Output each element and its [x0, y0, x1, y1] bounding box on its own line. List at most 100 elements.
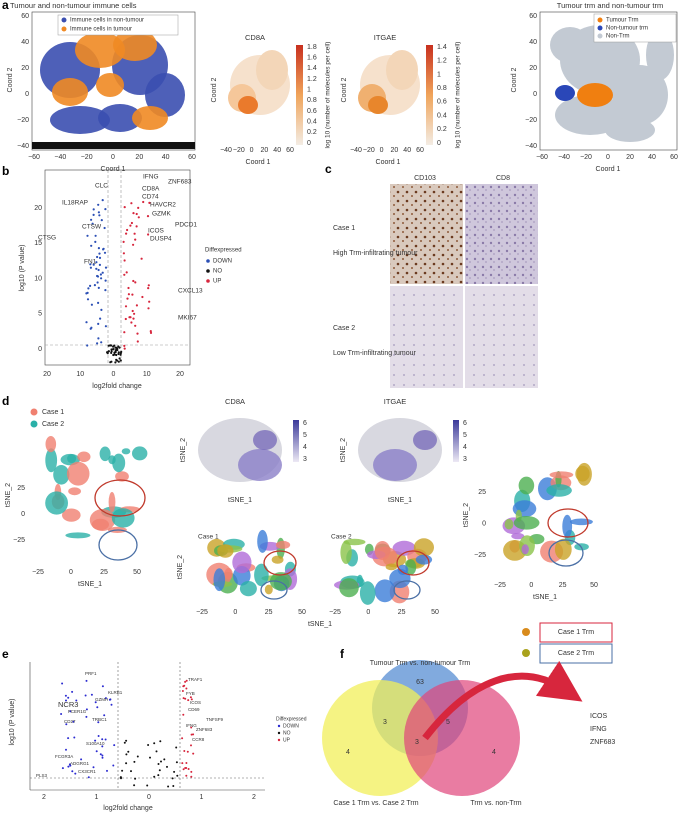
x-tick-label: 2 — [252, 794, 256, 801]
gene-dot — [173, 770, 176, 773]
gene-dot — [137, 216, 140, 219]
set-label: Trm vs. non-Trm — [470, 800, 521, 807]
legend-label: Non-Trm — [606, 34, 629, 40]
gene-dot — [73, 736, 76, 739]
axis-band — [32, 142, 195, 149]
gene-dot — [123, 347, 126, 350]
gene-dot — [126, 228, 129, 232]
legend-marker — [206, 279, 210, 283]
x-tick-label: 20 — [135, 154, 143, 161]
gene-dot — [84, 694, 87, 697]
cell-cluster — [569, 518, 593, 526]
x-tick-label: −60 — [536, 154, 548, 161]
highlight-ring — [260, 580, 288, 600]
cell-cluster — [264, 584, 273, 595]
gene-dot — [157, 763, 160, 765]
legend-title: Diffexpressed — [205, 248, 242, 254]
gene-dot — [92, 213, 95, 216]
x-tick-label: 0 — [250, 147, 254, 154]
gene-dot — [85, 715, 88, 718]
gene-dot — [61, 767, 64, 770]
gene-dot — [137, 206, 140, 209]
cell-cluster — [518, 476, 535, 495]
gene-dot — [85, 321, 88, 324]
x-axis-label: log2fold change — [103, 805, 153, 812]
colorbar-tick-label: 1.2 — [437, 58, 447, 65]
plot-frame — [539, 11, 678, 151]
gene-dot — [155, 750, 158, 753]
panel-label: e — [2, 647, 9, 661]
gene-dot — [110, 360, 113, 363]
gene-dot — [97, 247, 100, 250]
gene-dot — [101, 199, 104, 202]
gene-dot — [181, 762, 184, 765]
plot-title: Tumour and non-tumour immune cells — [10, 1, 137, 10]
gene-dot — [95, 261, 98, 264]
cell-cluster — [99, 446, 111, 462]
plot-frame — [44, 169, 191, 366]
x-tick-label: 40 — [162, 154, 170, 161]
legend-label: Case 2 Trm — [558, 650, 594, 657]
cell-cluster — [339, 578, 359, 598]
gene-dot — [107, 344, 110, 347]
cell-cluster — [415, 554, 433, 565]
gene-dot — [101, 745, 104, 748]
colorbar-tick-label: 3 — [463, 456, 467, 463]
x-tick-label: 20 — [261, 147, 269, 154]
gene-label: PLS3 — [36, 773, 48, 778]
y-tick-label: 0 — [25, 91, 29, 98]
legend-box — [593, 13, 677, 43]
gene-label: CD27 — [64, 719, 76, 724]
gene-dot — [127, 750, 130, 753]
y-tick-label: 5 — [38, 311, 42, 318]
gene-dot — [132, 279, 135, 283]
gene-dot — [187, 699, 190, 702]
gene-dot — [112, 764, 115, 767]
row-description: High Trm-infiltrating tumour — [333, 250, 418, 257]
cell-cluster — [68, 487, 81, 496]
gene-dot — [135, 212, 138, 216]
gene-dot — [91, 222, 94, 225]
x-axis-label: tSNE_1 — [308, 621, 332, 628]
gene-label: HAVCR2 — [150, 202, 176, 209]
gene-dot — [96, 706, 99, 709]
y-axis-label: Coord 2 — [511, 67, 518, 92]
x-tick-label: 25 — [265, 609, 273, 616]
gene-dot — [136, 340, 139, 343]
gene-dot — [90, 218, 93, 221]
x-tick-label: 40 — [273, 147, 281, 154]
colorbar-tick-label: 0.2 — [307, 129, 317, 136]
gene-dot — [130, 202, 133, 205]
x-tick-label: 25 — [398, 609, 406, 616]
x-tick-label: 40 — [403, 147, 411, 154]
gene-dot — [171, 777, 174, 780]
colorbar-tick-label: 0.2 — [437, 126, 447, 133]
x-axis-label: tSNE_1 — [388, 497, 412, 504]
gene-dot — [99, 317, 102, 320]
legend-label: Non-tumour trm — [606, 26, 648, 32]
legend-marker — [597, 25, 603, 31]
colorbar-tick-label: 5 — [463, 432, 467, 439]
x-tick-label: 20 — [626, 154, 634, 161]
cell-cluster — [405, 559, 417, 575]
gene-dot — [103, 714, 106, 717]
set-label: Case 1 Trm vs. Case 2 Trm — [333, 800, 418, 807]
x-tick-label: 2 — [42, 794, 46, 801]
colorbar-tick-label: 0.8 — [307, 97, 317, 104]
gene-dot — [101, 754, 104, 757]
cell-cluster — [98, 104, 142, 132]
gene-dot — [134, 238, 137, 241]
cell-cluster — [224, 568, 233, 580]
gene-dot — [167, 785, 170, 788]
cell-cluster — [340, 540, 352, 565]
gene-dot — [149, 756, 151, 759]
gene-label: FCGR3A — [55, 754, 73, 759]
y-axis-label: tSNE_2 — [340, 438, 347, 462]
x-tick-label: −20 — [233, 147, 245, 154]
y-tick-label: 15 — [34, 240, 42, 247]
gene-dot — [160, 760, 162, 763]
gene-dot — [131, 293, 134, 296]
gene-dot — [95, 750, 98, 753]
legend-label: Case 1 — [42, 409, 64, 416]
gene-dot — [184, 680, 187, 683]
